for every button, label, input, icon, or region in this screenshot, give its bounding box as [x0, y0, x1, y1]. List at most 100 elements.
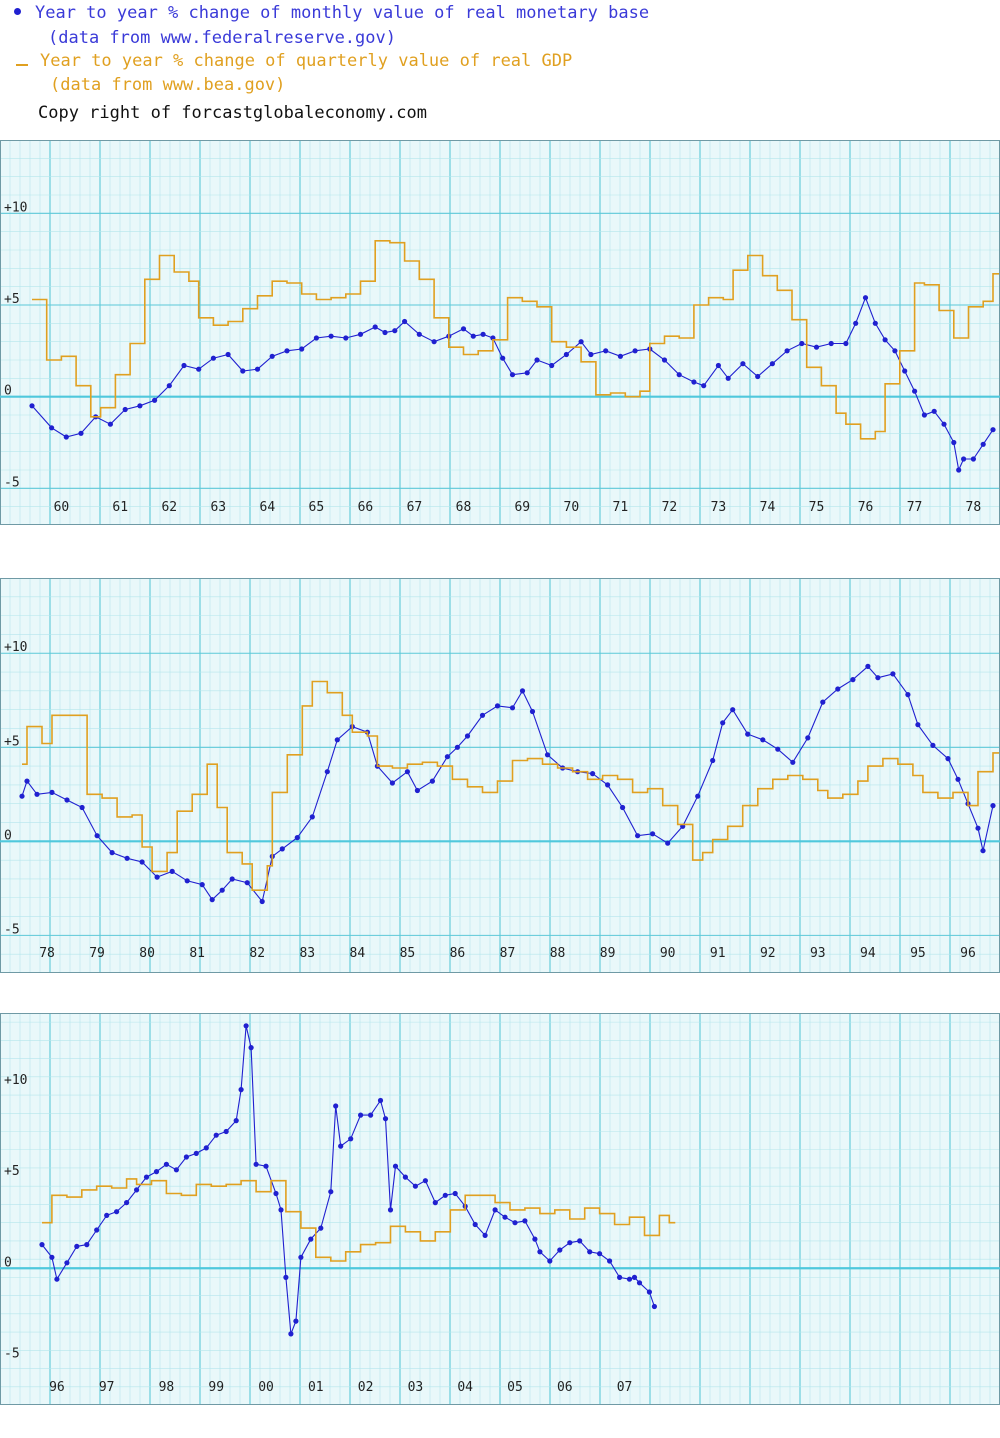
- monetary-base-point: [710, 757, 716, 764]
- monetary-base-point: [229, 876, 235, 882]
- y-tick-label: -5: [4, 922, 20, 937]
- monetary-base-point: [225, 351, 231, 358]
- chart-panel-1978-1996: +10 +5 0 -5 78 79 80 81 82 83 84 85 86 87 88 89 90 91 92 93…: [0, 578, 1000, 973]
- monetary-base-point: [730, 707, 736, 713]
- monetary-base-point: [760, 737, 766, 743]
- monetary-base-point: [169, 868, 175, 874]
- monetary-base-point: [223, 1128, 229, 1135]
- monetary-base-point: [166, 383, 172, 389]
- monetary-base-point: [79, 804, 85, 811]
- monetary-base-point: [547, 1258, 553, 1264]
- x-tick-label: 83: [299, 946, 315, 961]
- x-tick-label: 62: [161, 500, 177, 515]
- monetary-base-point: [651, 1303, 658, 1310]
- monetary-base-point: [124, 1200, 130, 1206]
- monetary-base-point: [502, 1214, 508, 1220]
- monetary-base-point: [283, 1274, 289, 1280]
- monetary-base-point: [193, 1150, 199, 1156]
- monetary-base-point: [828, 340, 834, 347]
- monetary-base-point: [299, 346, 305, 352]
- monetary-base-point: [78, 430, 84, 436]
- monetary-base-point: [181, 362, 187, 369]
- monetary-base-point: [284, 348, 290, 354]
- monetary-base-point: [442, 1192, 448, 1198]
- y-tick-label: +10: [4, 1073, 27, 1088]
- monetary-base-point: [790, 759, 796, 765]
- monetary-base-point: [529, 708, 536, 715]
- monetary-base-point: [429, 778, 435, 784]
- monetary-base-point: [454, 744, 460, 750]
- monetary-base-point: [872, 320, 878, 326]
- monetary-base-point: [243, 1023, 249, 1029]
- monetary-base-point: [892, 348, 898, 354]
- legend-monetary-base-text: Year to year % change of monthly value o…: [35, 3, 650, 23]
- monetary-base-point: [509, 372, 516, 378]
- monetary-base-point: [154, 874, 160, 880]
- monetary-base-point: [626, 1276, 633, 1282]
- monetary-base-point: [309, 814, 315, 820]
- monetary-base-point: [482, 1232, 488, 1238]
- monetary-base-point: [254, 366, 261, 372]
- monetary-base-point: [549, 362, 555, 369]
- x-tick-label: 95: [910, 946, 926, 961]
- monetary-base-point: [139, 859, 145, 865]
- monetary-base-point: [377, 1097, 384, 1104]
- x-tick-label: 74: [760, 500, 776, 515]
- monetary-base-point: [338, 1143, 344, 1149]
- monetary-base-point: [784, 348, 790, 354]
- x-tick-label: 78: [39, 946, 55, 961]
- monetary-base-point: [635, 833, 641, 839]
- x-tick-label: 68: [456, 500, 472, 515]
- series-line-real-gdp: [32, 240, 999, 440]
- monetary-base-point: [124, 855, 130, 861]
- monetary-base-point: [107, 421, 113, 427]
- monetary-base-point: [970, 456, 977, 462]
- monetary-base-point: [49, 425, 55, 431]
- monetary-base-point: [617, 353, 624, 359]
- x-tick-label: 89: [600, 946, 616, 961]
- monetary-base-point: [695, 793, 701, 799]
- monetary-base-point: [63, 434, 69, 440]
- monetary-base-point: [597, 1251, 603, 1257]
- x-tick-label: 99: [208, 1380, 224, 1395]
- monetary-base-point: [414, 787, 420, 794]
- monetary-base-point: [387, 1207, 394, 1213]
- monetary-base-point: [524, 370, 530, 376]
- x-tick-label: 96: [49, 1380, 65, 1395]
- monetary-base-point: [64, 1260, 70, 1266]
- monetary-base-point: [956, 467, 962, 473]
- x-tick-label: 81: [189, 946, 205, 961]
- monetary-base-point: [587, 1249, 593, 1255]
- monetary-base-point: [875, 675, 881, 681]
- monetary-base-point: [862, 295, 869, 301]
- monetary-base-point: [961, 456, 967, 462]
- monetary-base-point: [114, 1209, 120, 1215]
- monetary-base-point: [951, 439, 957, 446]
- x-tick-label: 98: [159, 1380, 175, 1395]
- x-tick-label: 00: [258, 1380, 274, 1395]
- x-tick-label: 07: [617, 1380, 633, 1395]
- monetary-base-point: [945, 756, 951, 762]
- y-tick-label: -5: [4, 1346, 20, 1361]
- monetary-base-point: [294, 835, 300, 841]
- monetary-base-point: [820, 699, 826, 705]
- monetary-base-point: [382, 329, 388, 336]
- monetary-base-point: [813, 344, 820, 350]
- monetary-base-point: [941, 421, 947, 427]
- x-tick-label: 97: [99, 1380, 115, 1395]
- x-tick-label: 63: [210, 500, 226, 515]
- legend-gdp: Year to year % change of quarterly value…: [16, 51, 572, 71]
- monetary-base-point: [84, 1242, 90, 1248]
- monetary-base-point: [509, 705, 516, 711]
- monetary-base-point: [975, 825, 981, 831]
- x-tick-label: 72: [662, 500, 678, 515]
- monetary-base-point: [512, 1220, 518, 1226]
- monetary-base-point: [915, 722, 921, 728]
- monetary-base-point: [853, 320, 859, 326]
- monetary-base-point: [184, 878, 190, 884]
- monetary-base-point: [288, 1331, 294, 1337]
- monetary-base-point: [691, 379, 697, 385]
- monetary-base-point: [990, 427, 996, 433]
- monetary-base-point: [588, 351, 594, 358]
- monetary-base-point: [799, 340, 805, 347]
